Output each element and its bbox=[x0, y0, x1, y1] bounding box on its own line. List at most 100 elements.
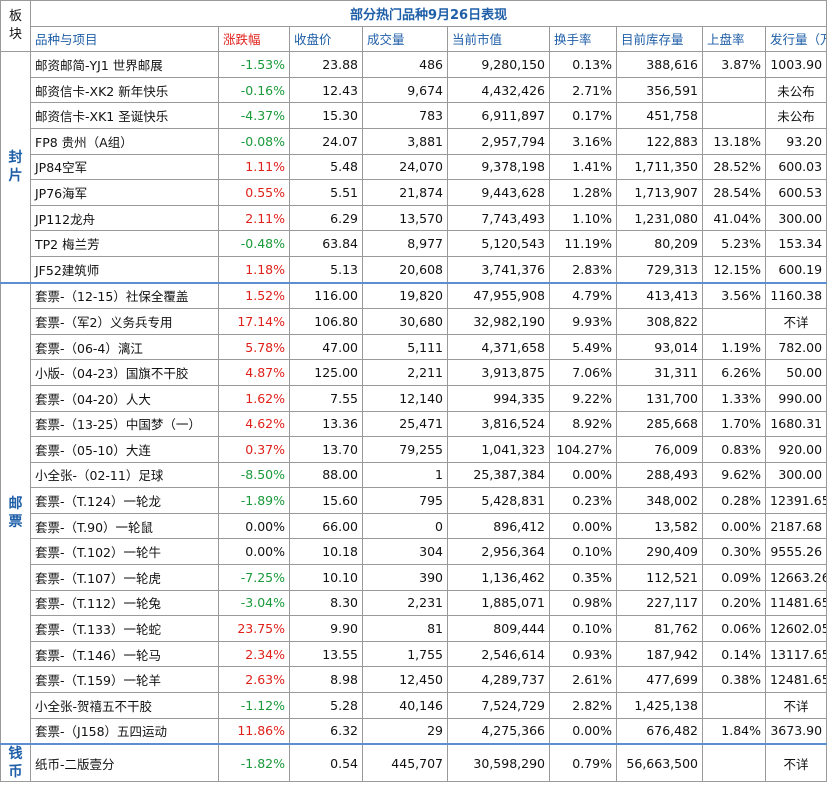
cell-volume: 81 bbox=[362, 615, 448, 642]
cell-inventory: 56,663,500 bbox=[616, 743, 703, 783]
cell-change: 1.62% bbox=[218, 384, 290, 412]
cell-name: 套票-（13-25）中国梦（一） bbox=[30, 410, 219, 438]
cell-change: 2.34% bbox=[218, 640, 290, 668]
cell-listing-rate: 0.06% bbox=[702, 615, 766, 642]
col-header-change: 涨跌幅 bbox=[218, 25, 290, 53]
cell-turnover: 2.61% bbox=[549, 666, 617, 694]
cell-volume: 24,070 bbox=[362, 153, 448, 181]
cell-market-value: 3,741,376 bbox=[447, 255, 550, 284]
cell-inventory: 227,117 bbox=[616, 589, 703, 617]
cell-market-value: 1,136,462 bbox=[447, 564, 550, 591]
table-row: 套票-（T.159）一轮羊 2.63% 8.98 12,450 4,289,737 2.6… bbox=[1, 666, 827, 694]
cell-volume: 486 bbox=[362, 51, 448, 78]
cell-volume: 29 bbox=[362, 717, 448, 745]
cell-listing-rate: 1.70% bbox=[702, 410, 766, 438]
cell-close: 9.90 bbox=[289, 615, 363, 642]
cell-close: 15.60 bbox=[289, 487, 363, 514]
cell-issue: 未公布 bbox=[764, 76, 827, 104]
cell-listing-rate: 0.09% bbox=[702, 564, 766, 591]
cell-close: 47.00 bbox=[289, 333, 363, 361]
cell-change: -1.53% bbox=[218, 51, 290, 78]
cell-volume: 795 bbox=[362, 487, 448, 514]
cell-name: 套票-（12-15）社保全覆盖 bbox=[30, 281, 219, 310]
cell-name: FP8 贵州（A组） bbox=[30, 127, 219, 155]
cell-issue: 13117.65 bbox=[764, 640, 827, 668]
cell-change: 4.62% bbox=[218, 410, 290, 438]
cell-change: -7.25% bbox=[218, 564, 290, 591]
table-row: 邮资信卡-XK2 新年快乐 -0.16% 12.43 9,674 4,432,426 2.… bbox=[1, 76, 827, 104]
cell-market-value: 3,913,875 bbox=[447, 359, 550, 386]
cell-listing-rate: 0.38% bbox=[702, 666, 766, 694]
cell-turnover: 0.00% bbox=[549, 461, 617, 489]
cell-issue: 153.34 bbox=[764, 230, 827, 257]
col-header-close: 收盘价 bbox=[289, 25, 363, 53]
cell-volume: 0 bbox=[362, 512, 448, 540]
cell-inventory: 1,711,350 bbox=[616, 153, 703, 181]
cell-inventory: 80,209 bbox=[616, 230, 703, 257]
cell-market-value: 4,432,426 bbox=[447, 76, 550, 104]
cell-listing-rate: 1.33% bbox=[702, 384, 766, 412]
cell-issue: 600.03 bbox=[764, 153, 827, 181]
cell-turnover: 4.79% bbox=[549, 281, 617, 310]
col-header-issue: 发行量（万） bbox=[764, 25, 827, 53]
cell-close: 8.98 bbox=[289, 666, 363, 694]
cell-name: 套票-（军2）义务兵专用 bbox=[30, 308, 219, 335]
table-row: 套票-（T.146）一轮马 2.34% 13.55 1,755 2,546,614 0.9… bbox=[1, 640, 827, 668]
cell-market-value: 896,412 bbox=[447, 512, 550, 540]
cell-turnover: 1.10% bbox=[549, 204, 617, 232]
cell-market-value: 4,275,366 bbox=[447, 717, 550, 745]
cell-inventory: 112,521 bbox=[616, 564, 703, 591]
cell-close: 116.00 bbox=[289, 281, 363, 310]
cell-name: 小版-（04-23）国旗不干胶 bbox=[30, 359, 219, 386]
cell-market-value: 2,956,364 bbox=[447, 538, 550, 566]
cell-market-value: 2,957,794 bbox=[447, 127, 550, 155]
cell-issue: 1003.90 bbox=[764, 51, 827, 78]
cell-issue: 600.19 bbox=[764, 255, 827, 284]
col-header-item: 品种与项目 bbox=[30, 25, 219, 53]
section-label: 钱币 bbox=[0, 743, 31, 783]
table-row: 钱币纸币-二版壹分 -1.82% 0.54 445,707 30,598,290 0.79… bbox=[0, 743, 827, 783]
cell-inventory: 81,762 bbox=[616, 615, 703, 642]
cell-issue: 50.00 bbox=[764, 359, 827, 386]
cell-market-value: 32,982,190 bbox=[447, 308, 550, 335]
cell-issue: 300.00 bbox=[764, 204, 827, 232]
cell-volume: 13,570 bbox=[362, 204, 448, 232]
cell-change: 0.00% bbox=[218, 512, 290, 540]
col-header-market-value: 当前市值 bbox=[447, 25, 550, 53]
cell-name: 套票-（J158）五四运动 bbox=[30, 717, 219, 745]
cell-name: 邮资邮简-YJ1 世界邮展 bbox=[30, 51, 219, 78]
table-row: 套票-（J158）五四运动 11.86% 6.32 29 4,275,366 0.00% 6… bbox=[1, 717, 827, 745]
table-row: 套票-（04-20）人大 1.62% 7.55 12,140 994,335 9.22% 1… bbox=[1, 384, 827, 412]
table-row: JP76海军 0.55% 5.51 21,874 9,443,628 1.28% 1,713… bbox=[1, 179, 827, 206]
cell-volume: 12,450 bbox=[362, 666, 448, 694]
cell-turnover: 8.92% bbox=[549, 410, 617, 438]
cell-market-value: 4,289,737 bbox=[447, 666, 550, 694]
cell-volume: 8,977 bbox=[362, 230, 448, 257]
cell-listing-rate bbox=[702, 692, 766, 719]
cell-listing-rate: 0.00% bbox=[702, 512, 766, 540]
cell-issue: 300.00 bbox=[764, 461, 827, 489]
cell-volume: 1,755 bbox=[362, 640, 448, 668]
cell-issue: 2187.68 bbox=[764, 512, 827, 540]
cell-change: 5.78% bbox=[218, 333, 290, 361]
cell-name: 套票-（05-10）大连 bbox=[30, 436, 219, 463]
cell-volume: 30,680 bbox=[362, 308, 448, 335]
cell-listing-rate: 6.26% bbox=[702, 359, 766, 386]
table-title: 部分热门品种9月26日表现 bbox=[29, 0, 827, 27]
cell-listing-rate: 0.83% bbox=[702, 436, 766, 463]
cell-inventory: 13,582 bbox=[616, 512, 703, 540]
cell-volume: 79,255 bbox=[362, 436, 448, 463]
cell-change: -1.82% bbox=[218, 743, 290, 783]
cell-turnover: 0.00% bbox=[549, 717, 617, 745]
cell-turnover: 0.93% bbox=[549, 640, 617, 668]
cell-issue: 1680.31 bbox=[764, 410, 827, 438]
cell-listing-rate: 0.20% bbox=[702, 589, 766, 617]
cell-market-value: 25,387,384 bbox=[447, 461, 550, 489]
cell-change: 4.87% bbox=[218, 359, 290, 386]
table-row: 套票-（05-10）大连 0.37% 13.70 79,255 1,041,323 104… bbox=[1, 436, 827, 463]
table-row: 小全张-贺禧五不干胶 -1.12% 5.28 40,146 7,524,729 2.82%… bbox=[1, 692, 827, 719]
cell-name: JP112龙舟 bbox=[30, 204, 219, 232]
cell-close: 106.80 bbox=[289, 308, 363, 335]
cell-inventory: 1,425,138 bbox=[616, 692, 703, 719]
